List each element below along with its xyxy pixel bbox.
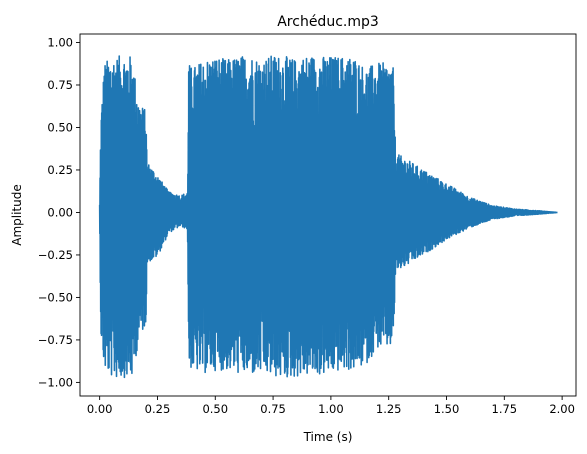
- y-axis-label: Amplitude: [10, 184, 24, 246]
- x-tick-label: 0.00: [87, 402, 113, 416]
- x-tick-label: 0.50: [202, 402, 228, 416]
- y-tick-label: 0.25: [47, 163, 73, 177]
- x-axis-label: Time (s): [303, 430, 353, 444]
- x-tick-label: 1.00: [318, 402, 344, 416]
- y-tick-label: −1.00: [38, 375, 73, 389]
- waveform-series: [100, 56, 558, 377]
- y-tick-label: 0.75: [47, 78, 73, 92]
- y-tick-label: −0.25: [38, 248, 73, 262]
- chart-title: Archéduc.mp3: [277, 14, 379, 30]
- y-axis: −1.00 −0.75 −0.50 −0.25 0.00 0.25 0.50 0.75 1.00: [38, 35, 80, 389]
- x-tick-label: 1.75: [492, 402, 518, 416]
- x-tick-label: 2.00: [549, 402, 575, 416]
- y-tick-label: −0.50: [38, 290, 73, 304]
- y-tick-label: 0.00: [47, 205, 73, 219]
- x-axis: 0.00 0.25 0.50 0.75 1.00 1.25 1.50 1.75 2.00: [87, 396, 575, 416]
- x-tick-label: 1.25: [376, 402, 402, 416]
- y-tick-label: 1.00: [47, 35, 73, 49]
- x-tick-label: 1.50: [434, 402, 460, 416]
- y-tick-label: 0.50: [47, 120, 73, 134]
- x-tick-label: 0.25: [145, 402, 171, 416]
- x-tick-label: 0.75: [260, 402, 286, 416]
- waveform-line: [100, 56, 558, 377]
- y-tick-label: −0.75: [38, 333, 73, 347]
